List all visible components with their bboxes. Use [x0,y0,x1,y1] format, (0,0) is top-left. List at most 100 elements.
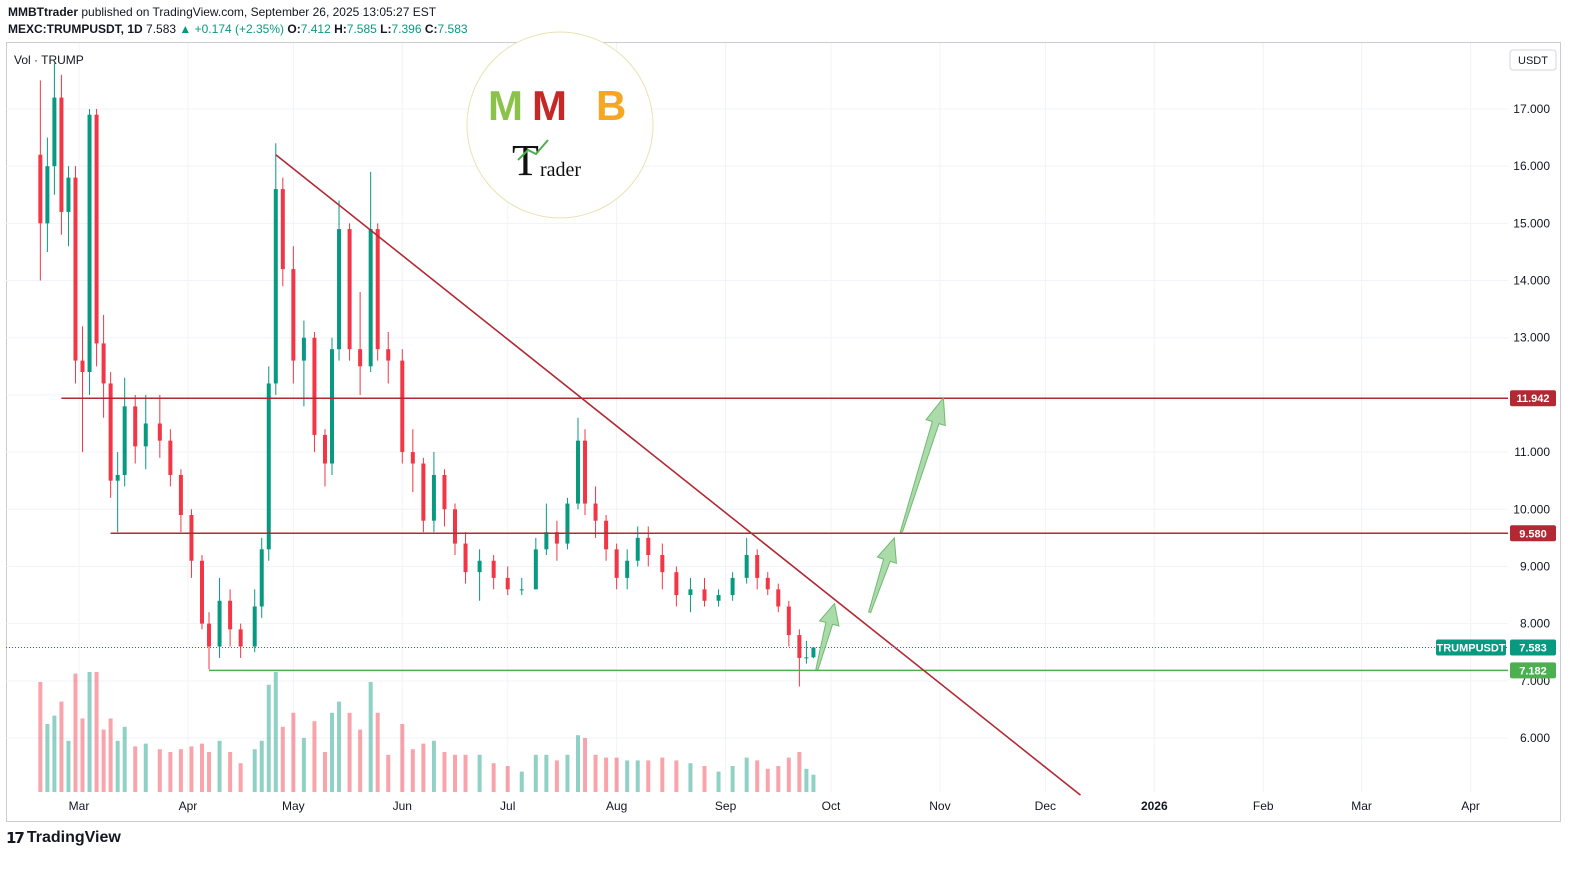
volume-bar [593,754,598,792]
time-tick-label: Mar [1351,799,1372,813]
price-tick-label: 13.000 [1513,331,1550,345]
volume-bar [280,726,285,792]
volume-bar [646,760,651,792]
price-level-label: 7.182 [1519,665,1547,677]
up-triangle-icon: ▲ [179,22,192,36]
price-level-badge [1510,662,1556,679]
price-tick-label: 17.000 [1513,102,1550,116]
candle-body [266,383,271,550]
candle-body [52,97,57,167]
candle-body [421,463,426,521]
candle-body [614,549,619,578]
projection-arrows[interactable] [815,396,946,671]
price-level-badge [1510,390,1556,407]
volume-bar [73,673,78,792]
volume-bar [442,752,447,792]
candles [38,63,816,687]
candle-body [133,406,138,447]
volume-bar [702,766,707,792]
candle-body [157,423,162,441]
mmb-trader-logo: M M B T rader [466,31,654,219]
volume-bar [66,740,71,792]
volume-bar [453,754,457,792]
volume-bar [312,721,317,792]
volume-bar [804,768,809,792]
candle-body [702,589,707,601]
volume-bar [744,757,749,792]
candle-body [115,474,120,481]
logo-m2-letter: M [532,82,567,129]
volume-bar [94,672,99,792]
volume-bar [505,766,510,792]
candle-body [143,423,148,447]
volume-bar [291,712,296,792]
price-level-label: 9.580 [1519,528,1547,540]
volume-bar [544,754,549,792]
candle-body [463,543,468,573]
price-level-labels: 11.942 9.580 7.182 TRUMPUSDT 7.583 [1436,390,1556,679]
price-tick-label: 8.000 [1520,617,1550,631]
time-axis[interactable]: Mar Apr May Jun Jul Aug Sep Oct Nov Dec 2026 Feb Mar… [69,799,1480,813]
volume-bar [477,754,482,792]
currency-badge[interactable]: USDT [1509,49,1557,71]
publish-info: published on TradingView.com, September … [81,5,437,19]
time-tick-label: Aug [606,799,627,813]
publisher-name[interactable]: MMBTtrader [8,5,79,19]
candle-body [442,474,447,510]
candle-body [583,440,588,504]
candle-body [604,520,609,550]
close-label: C: [424,22,438,36]
volume-bar [755,760,760,792]
volume-bar [189,746,194,792]
volume-bar [797,752,802,792]
candle-body [94,114,99,344]
volume-bar [266,684,271,792]
price-change: +0.174 (+2.35%) [194,22,285,36]
time-tick-label: Apr [179,799,198,813]
volume-bar [491,763,496,792]
time-tick-label: Apr [1461,799,1480,813]
volume-bar [101,729,106,792]
candle-body [811,647,816,658]
grid [6,43,1508,792]
volume-bar [337,701,342,792]
candle-body [168,440,173,475]
candle-body [491,560,496,578]
candle-body [554,532,559,544]
volume-label: Vol · TRUMP [14,53,84,67]
volume-bar [386,754,391,792]
candle-body [533,549,538,590]
candle-body [238,629,243,647]
price-tick-label: 14.000 [1513,274,1550,288]
candle-body [73,177,78,361]
candle-body [386,349,391,361]
volume-bar [87,672,92,792]
candle-body [80,360,85,373]
price-tick-label: 11.000 [1514,445,1550,459]
low-value: 7.396 [391,22,422,36]
candle-body [593,503,598,521]
drawings[interactable] [6,154,1508,796]
volume-bar [431,740,436,792]
volume-bar [330,712,335,792]
close-value: 7.583 [437,22,468,36]
volume-bar [533,754,538,792]
chart-pane[interactable] [6,42,1561,822]
logo-circle [466,31,654,219]
candle-body [625,560,630,578]
time-tick-label: Jul [500,799,515,813]
symbol-label: MEXC:TRUMPUSDT, 1D [8,22,143,36]
tradingview-brand: TradingView [26,829,121,846]
price-tick-label: 9.000 [1520,559,1550,573]
volume-bar [358,729,363,792]
volume-bar [375,712,380,792]
candle-body [635,537,640,561]
last-price-label: 7.583 [1519,642,1547,654]
candle-body [207,623,212,647]
tradingview-footer[interactable]: 𝟭𝟳 TradingView [6,829,121,847]
volume-bar [368,682,373,792]
volume-bar [259,740,264,792]
candle-body [301,337,306,361]
candle-body [505,577,510,590]
